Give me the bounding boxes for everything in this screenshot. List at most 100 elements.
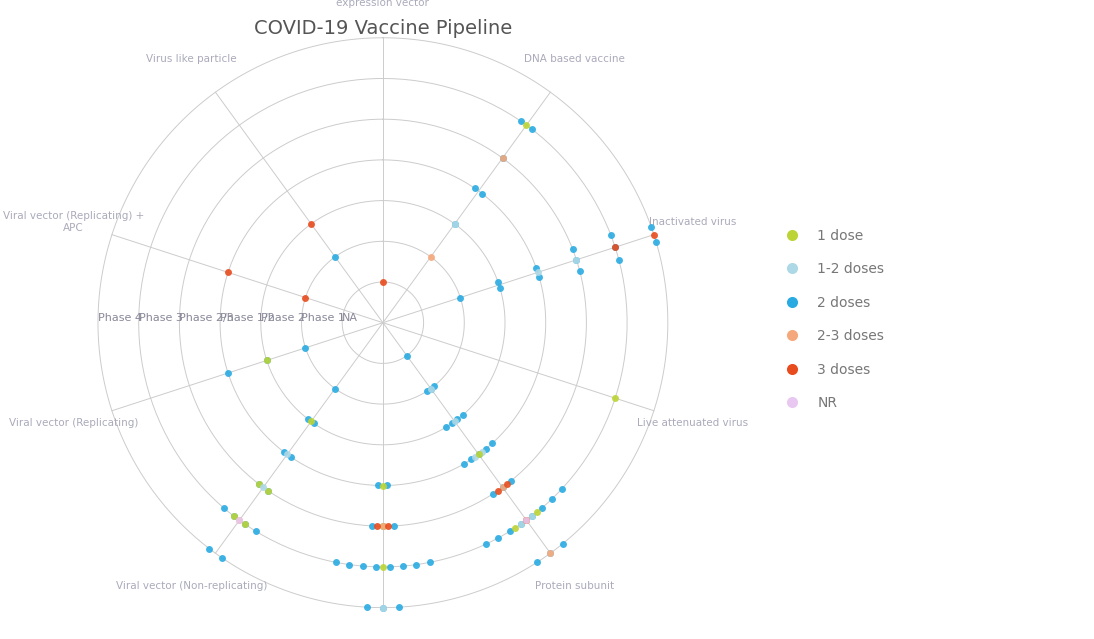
Point [528, 507, 546, 517]
Point [571, 265, 589, 275]
Point [302, 219, 319, 229]
Point [236, 519, 254, 529]
Point [469, 449, 487, 459]
Point [219, 267, 236, 277]
Legend: 1 dose, 1-2 doses, 2 doses, 2-3 doses, 3 doses, NR: 1 dose, 1-2 doses, 2 doses, 2-3 doses, 3… [772, 224, 889, 415]
Point [517, 515, 535, 525]
Point [259, 486, 277, 496]
Point [493, 482, 511, 493]
Point [489, 533, 507, 543]
Point [517, 515, 535, 525]
Point [398, 351, 416, 361]
Point [418, 386, 435, 396]
Point [648, 237, 665, 247]
Point [517, 515, 535, 525]
Point [359, 602, 376, 612]
Text: COVID-19 Vaccine Pipeline: COVID-19 Vaccine Pipeline [254, 19, 512, 38]
Point [563, 244, 581, 254]
Point [477, 444, 494, 454]
Point [236, 519, 254, 529]
Point [426, 381, 443, 391]
Point [214, 503, 232, 513]
Point [374, 521, 392, 531]
Point [374, 481, 392, 491]
Point [606, 242, 624, 252]
Point [247, 527, 265, 537]
Point [455, 459, 473, 469]
Point [340, 560, 358, 570]
Point [421, 557, 439, 567]
Point [507, 523, 524, 533]
Point [469, 449, 487, 459]
Point [517, 515, 535, 525]
Point [213, 553, 231, 563]
Point [326, 252, 344, 262]
Point [443, 419, 461, 429]
Point [642, 222, 660, 233]
Point [368, 562, 385, 572]
Point [568, 255, 585, 265]
Point [259, 486, 277, 496]
Point [534, 503, 551, 513]
Point [282, 452, 300, 462]
Point [606, 242, 624, 252]
Point [258, 355, 276, 366]
Point [363, 521, 381, 531]
Point [279, 449, 296, 459]
Point [394, 561, 411, 571]
Point [529, 267, 547, 277]
Point [502, 475, 520, 486]
Point [491, 283, 509, 293]
Point [542, 548, 559, 558]
Point [380, 521, 397, 531]
Point [225, 511, 243, 521]
Point [552, 484, 570, 495]
Point [498, 479, 515, 489]
Point [568, 255, 585, 265]
Point [645, 229, 663, 240]
Point [374, 521, 392, 531]
Point [542, 548, 559, 558]
Point [485, 489, 502, 499]
Point [379, 481, 396, 491]
Point [452, 293, 469, 303]
Point [493, 153, 511, 163]
Point [422, 383, 440, 394]
Point [296, 293, 314, 303]
Point [300, 414, 317, 424]
Point [493, 482, 511, 493]
Point [369, 521, 386, 531]
Point [477, 539, 494, 549]
Point [454, 410, 472, 420]
Point [610, 255, 628, 265]
Point [512, 519, 529, 529]
Point [385, 521, 403, 531]
Point [493, 153, 511, 163]
Point [302, 417, 319, 427]
Point [484, 438, 501, 448]
Point [466, 183, 484, 194]
Point [463, 454, 480, 465]
Point [231, 515, 248, 525]
Point [466, 452, 484, 462]
Point [554, 539, 571, 549]
Point [544, 493, 561, 504]
Point [489, 486, 507, 496]
Point [542, 548, 559, 558]
Point [523, 511, 540, 521]
Point [374, 603, 392, 613]
Point [531, 272, 548, 282]
Point [501, 527, 519, 537]
Point [474, 447, 491, 457]
Point [489, 277, 507, 287]
Point [327, 557, 345, 567]
Point [326, 383, 344, 394]
Point [200, 543, 218, 553]
Point [523, 511, 540, 521]
Point [374, 521, 392, 531]
Point [528, 557, 546, 567]
Point [251, 479, 268, 489]
Point [527, 263, 545, 273]
Point [354, 561, 372, 571]
Point [474, 189, 491, 199]
